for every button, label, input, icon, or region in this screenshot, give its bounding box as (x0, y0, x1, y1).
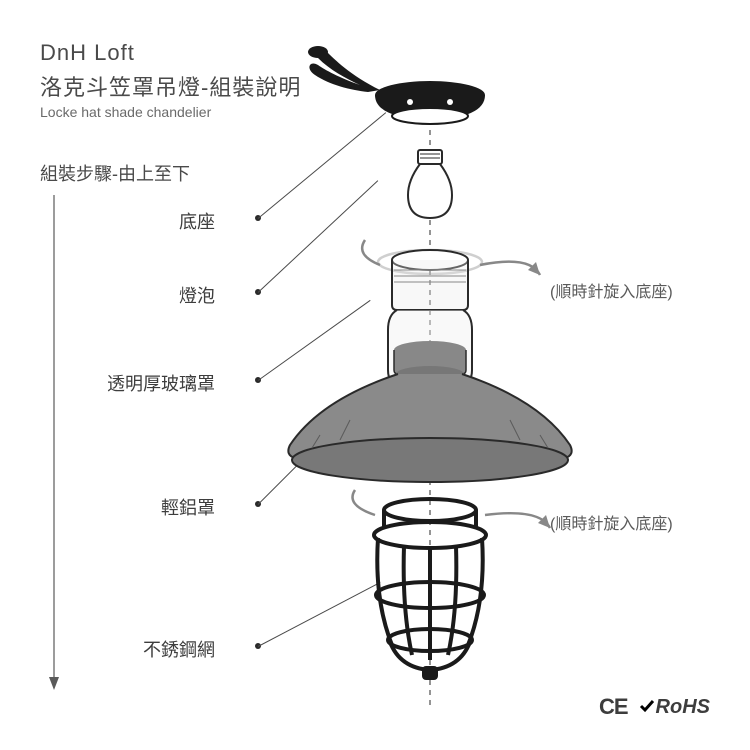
part-label-3: 輕鋁罩 (161, 494, 215, 520)
exploded-diagram (240, 40, 640, 720)
part-bulb (408, 150, 452, 218)
rohs-mark: RoHS (638, 696, 710, 719)
certification-marks: CE RoHS (599, 694, 710, 720)
part-label-0: 底座 (179, 208, 215, 234)
down-arrow-icon (48, 195, 68, 695)
ce-mark: CE (599, 694, 628, 720)
part-base (308, 46, 485, 124)
assembly-steps-label: 組裝步驟-由上至下 (40, 160, 190, 186)
part-label-2: 透明厚玻璃罩 (107, 370, 215, 396)
part-steel-cage (374, 499, 486, 678)
part-label-1: 燈泡 (179, 282, 215, 308)
part-label-4: 不銹鋼網 (143, 636, 215, 662)
part-aluminum-shade (288, 341, 571, 482)
